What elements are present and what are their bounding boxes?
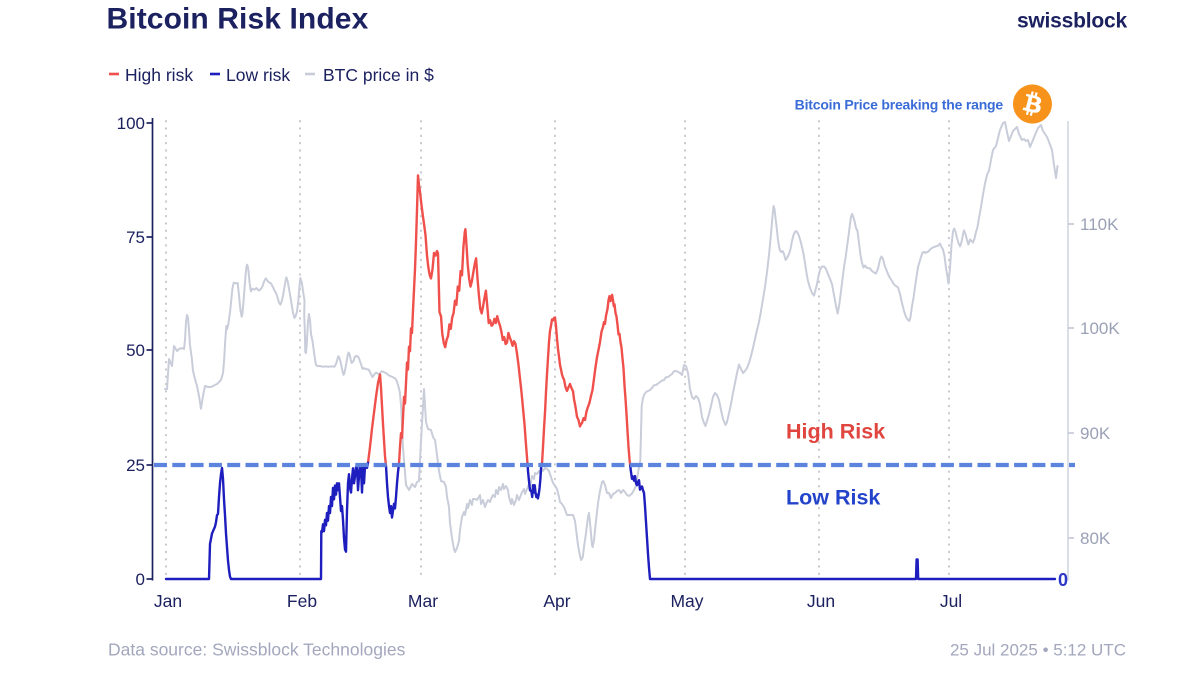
svg-text:0: 0 xyxy=(1058,570,1068,590)
svg-text:Mar: Mar xyxy=(408,591,438,611)
svg-text:Bitcoin Risk Index: Bitcoin Risk Index xyxy=(107,3,369,36)
svg-text:100: 100 xyxy=(117,114,145,133)
svg-text:High risk: High risk xyxy=(125,65,193,85)
svg-text:90K: 90K xyxy=(1080,424,1111,443)
svg-text:50: 50 xyxy=(126,341,145,360)
svg-text:100K: 100K xyxy=(1080,319,1120,338)
svg-text:Apr: Apr xyxy=(543,591,570,611)
svg-text:75: 75 xyxy=(126,228,145,247)
svg-text:BTC price in $: BTC price in $ xyxy=(323,65,434,85)
svg-text:May: May xyxy=(670,591,703,611)
svg-text:High Risk: High Risk xyxy=(786,420,885,444)
svg-text:25: 25 xyxy=(126,456,145,475)
svg-text:110K: 110K xyxy=(1080,215,1119,234)
svg-text:Low Risk: Low Risk xyxy=(786,486,880,510)
svg-text:Data source: Swissblock Techno: Data source: Swissblock Technologies xyxy=(108,640,406,660)
svg-text:Jul: Jul xyxy=(940,591,962,611)
svg-text:80K: 80K xyxy=(1080,529,1111,548)
svg-text:Bitcoin Price breaking the ran: Bitcoin Price breaking the range xyxy=(795,97,1004,113)
svg-text:Feb: Feb xyxy=(287,591,317,611)
svg-text:0: 0 xyxy=(136,570,145,589)
svg-text:25 Jul 2025 • 5:12 UTC: 25 Jul 2025 • 5:12 UTC xyxy=(950,641,1126,660)
svg-text:Jun: Jun xyxy=(807,591,835,611)
svg-text:Jan: Jan xyxy=(154,591,182,611)
svg-text:Low risk: Low risk xyxy=(226,65,290,85)
svg-text:swissblock: swissblock xyxy=(1017,10,1128,33)
